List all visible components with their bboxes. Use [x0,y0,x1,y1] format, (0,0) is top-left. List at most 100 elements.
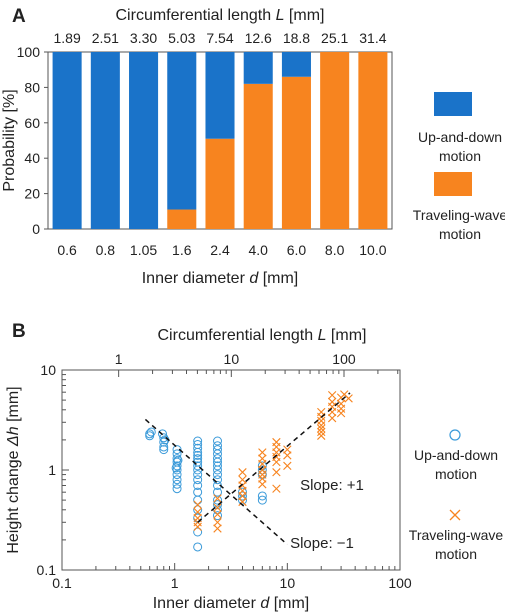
bar-up-and-down-4.0 [243,52,273,84]
point-up-and-down [213,480,223,490]
panel-a-top-axis-title: Circumferential length L [mm] [116,7,325,24]
guide-line-slope-plus-1 [197,392,351,523]
panel-a-x-tick-label: 1.6 [172,242,192,258]
panel-b-y-tick-label: 1 [48,462,56,478]
point-up-and-down [213,495,223,505]
point-up-and-down [213,500,223,510]
point-up-and-down [172,461,182,471]
panel-a-x-tick-label: 10.0 [359,242,386,258]
panel-a-x-tick-label: 0.8 [96,242,116,258]
panel-b-x-tick-label: 0.1 [52,575,72,591]
bar-up-and-down-6.0 [281,52,311,77]
point-up-and-down [193,450,203,460]
point-up-and-down [193,542,203,552]
point-up-and-down [213,511,223,521]
bar-traveling-wave-8.0 [320,52,350,229]
legend-b-label-up-and-down: motion [435,466,477,482]
bar-traveling-wave-2.4 [205,138,235,229]
point-up-and-down [171,463,181,473]
point-traveling-wave [258,448,267,457]
point-up-and-down [172,479,182,489]
point-traveling-wave [238,497,247,507]
point-up-and-down [193,461,203,471]
legend-a-label-up-and-down: motion [439,148,481,164]
panel-b-x-tick-label: 10 [280,575,296,591]
point-up-and-down [172,484,182,494]
bar-up-and-down-1.6 [167,52,197,210]
panel-a-top-tick-label: 31.4 [359,30,386,46]
point-up-and-down [213,470,223,480]
point-traveling-wave [327,390,337,400]
point-traveling-wave [258,470,267,479]
panel-a-x-tick-label: 1.05 [130,242,157,258]
point-traveling-wave [327,413,337,423]
guide-label-slope-minus-1: Slope: −1 [290,535,354,552]
panel-b-x-axis-title: Inner diameter d [mm] [153,595,310,612]
panel-a-top-tick-label: 3.30 [130,30,157,46]
panel-b-y-axis-title: Height change Δh [mm] [5,386,22,553]
point-up-and-down [237,491,247,501]
point-up-and-down [213,461,223,471]
panel-a-y-tick-label: 20 [24,186,40,202]
point-traveling-wave [336,408,346,418]
panel-b-top-axis-title: Circumferential length L [mm] [158,327,367,344]
point-traveling-wave [272,468,281,477]
point-up-and-down [257,495,267,505]
panel-b-y-tick-label: 10 [40,362,56,378]
point-up-and-down [213,436,223,446]
point-up-and-down [159,445,169,455]
point-traveling-wave [336,404,346,413]
panel-b-x-tick-label: 100 [388,575,412,591]
bar-traveling-wave-1.6 [167,209,197,229]
point-traveling-wave [283,461,292,471]
panel-a-x-tick-label: 6.0 [287,242,307,258]
panel-a-y-tick-label: 0 [32,221,40,237]
point-up-and-down [146,427,156,437]
point-up-and-down [257,491,267,501]
point-traveling-wave [213,510,222,519]
panel-a-top-tick-label: 7.54 [206,30,233,46]
point-traveling-wave [317,421,326,430]
panel-b-top-tick-label: 100 [332,351,356,367]
point-up-and-down [172,470,182,480]
legend-a-label-traveling-wave: motion [439,226,481,242]
point-traveling-wave [238,468,247,477]
point-traveling-wave [258,480,267,489]
point-up-and-down [159,437,169,447]
bar-traveling-wave-4.0 [243,83,273,229]
guide-label-slope-plus-1: Slope: +1 [300,477,364,494]
point-up-and-down [145,429,155,439]
point-up-and-down [193,454,203,464]
panel-b-x-tick-label: 1 [171,575,179,591]
bar-up-and-down-0.8 [90,52,120,229]
panel-a-x-tick-label: 4.0 [248,242,268,258]
point-up-and-down [159,442,169,452]
guide-line-slope-minus-1 [144,418,288,546]
point-traveling-wave [213,524,222,533]
point-traveling-wave [193,522,202,532]
point-up-and-down [193,470,203,480]
point-up-and-down [213,465,223,475]
bar-traveling-wave-10.0 [358,52,388,229]
point-traveling-wave [317,427,326,437]
legend-b-label-traveling-wave: Traveling-wave [409,527,504,543]
panel-a-x-tick-label: 8.0 [325,242,345,258]
point-up-and-down [193,527,203,537]
panel-a-y-tick-label: 80 [24,79,40,95]
point-up-and-down [193,480,203,490]
point-traveling-wave [258,459,267,469]
panel-a-letter: A [12,6,26,27]
point-up-and-down [172,445,182,455]
bar-traveling-wave-6.0 [281,76,311,229]
point-traveling-wave [272,457,281,467]
legend-a-swatch-traveling-wave [434,172,472,196]
point-traveling-wave [213,518,222,527]
point-up-and-down [193,495,203,505]
panel-a-top-tick-label: 1.89 [53,30,80,46]
panel-a-y-tick-label: 60 [24,115,40,131]
legend-a-label-traveling-wave: Traveling-wave [413,207,505,223]
point-up-and-down [213,445,223,455]
legend-a-swatch-up-and-down [434,92,472,116]
point-traveling-wave [317,416,326,426]
